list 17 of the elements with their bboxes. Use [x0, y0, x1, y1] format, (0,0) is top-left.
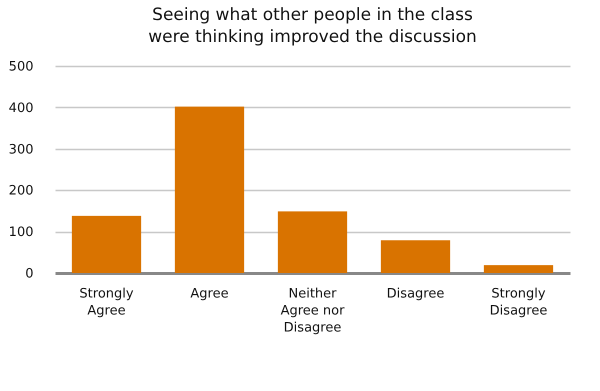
bar: [278, 211, 348, 273]
x-tick-label: Strongly Disagree: [490, 286, 548, 318]
bar: [484, 265, 554, 273]
x-tick-label: Neither Agree nor Disagree: [280, 286, 346, 336]
y-tick-label: 200: [8, 184, 34, 199]
x-tick-label: Agree: [190, 286, 229, 302]
y-tick-label: 0: [25, 266, 34, 282]
x-tick-label: Strongly Agree: [79, 286, 134, 318]
bar: [174, 106, 244, 273]
y-tick-label: 100: [8, 225, 34, 240]
bar: [72, 216, 142, 273]
x-tick-label: Disagree: [386, 286, 444, 302]
chart-title: Seeing what other people in the class were thinking improved the discussion: [148, 5, 477, 47]
y-tick-label: 500: [8, 60, 34, 74]
y-tick-label: 300: [8, 142, 34, 158]
y-tick-label: 400: [8, 100, 34, 116]
bar: [380, 240, 450, 273]
